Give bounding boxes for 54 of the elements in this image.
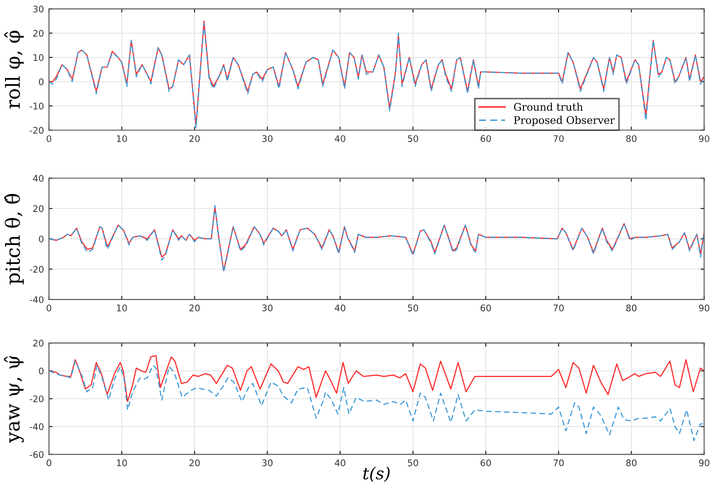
y-tick-label: 20 <box>33 30 44 37</box>
y-tick-label: 20 <box>33 340 44 347</box>
x-axis-title: t(s) <box>363 466 390 482</box>
y-tick-label: -40 <box>30 296 44 304</box>
x-tick-label: 30 <box>262 304 273 312</box>
x-tick-label: 90 <box>698 459 710 466</box>
x-tick-label: 0 <box>46 304 52 312</box>
y-tick-label: -20 <box>30 395 44 402</box>
x-tick-label: 60 <box>480 135 491 142</box>
legend-label: Proposed Observer <box>514 116 615 126</box>
x-tick-label: 70 <box>554 304 564 312</box>
y-tick-label: -20 <box>30 126 44 134</box>
y-tick-label: 10 <box>34 54 44 61</box>
y-tick-label: 40 <box>33 174 44 182</box>
x-tick-label: 30 <box>262 459 273 466</box>
y-axis-title: pitch θ, θ̂ <box>4 194 24 284</box>
y-tick-label: -10 <box>30 102 44 110</box>
x-tick-label: 80 <box>626 459 637 466</box>
y-tick-label: -40 <box>30 423 44 430</box>
legend-label: Ground truth <box>514 102 583 111</box>
x-tick-label: 30 <box>262 135 273 142</box>
y-tick-label: -60 <box>30 451 44 458</box>
x-tick-label: 80 <box>626 135 637 142</box>
x-tick-label: 0 <box>46 459 52 466</box>
y-tick-label: 20 <box>33 205 44 212</box>
x-tick-label: 50 <box>408 135 418 142</box>
x-tick-label: 20 <box>189 304 200 312</box>
y-tick-label: 30 <box>33 6 44 12</box>
y-axis-title: roll φ, φ̂ <box>4 30 24 108</box>
x-tick-label: 90 <box>698 135 710 142</box>
x-tick-label: 40 <box>334 459 346 466</box>
x-tick-label: 60 <box>480 304 491 312</box>
x-tick-label: 10 <box>117 304 127 312</box>
line-series <box>48 355 704 402</box>
y-tick-label: -20 <box>30 266 44 273</box>
x-tick-label: 40 <box>334 304 346 312</box>
x-tick-label: 70 <box>554 135 564 142</box>
x-tick-label: 0 <box>46 135 52 142</box>
y-tick-label: 0 <box>38 78 44 86</box>
x-tick-label: 40 <box>334 135 346 142</box>
x-tick-label: 10 <box>117 459 127 466</box>
x-tick-label: 20 <box>189 135 200 142</box>
x-tick-label: 90 <box>698 304 710 312</box>
y-tick-label: 0 <box>38 368 44 374</box>
y-axis-title: yaw ψ, ψ̂ <box>4 356 24 443</box>
x-tick-label: 10 <box>117 135 127 142</box>
x-tick-label: 20 <box>189 459 200 466</box>
x-tick-label: 70 <box>554 459 564 466</box>
x-tick-label: 50 <box>408 304 418 312</box>
y-tick-label: 0 <box>38 236 44 242</box>
x-tick-label: 80 <box>626 304 637 312</box>
line-series <box>48 360 704 442</box>
x-tick-label: 60 <box>480 459 491 466</box>
x-tick-label: 50 <box>408 459 418 466</box>
